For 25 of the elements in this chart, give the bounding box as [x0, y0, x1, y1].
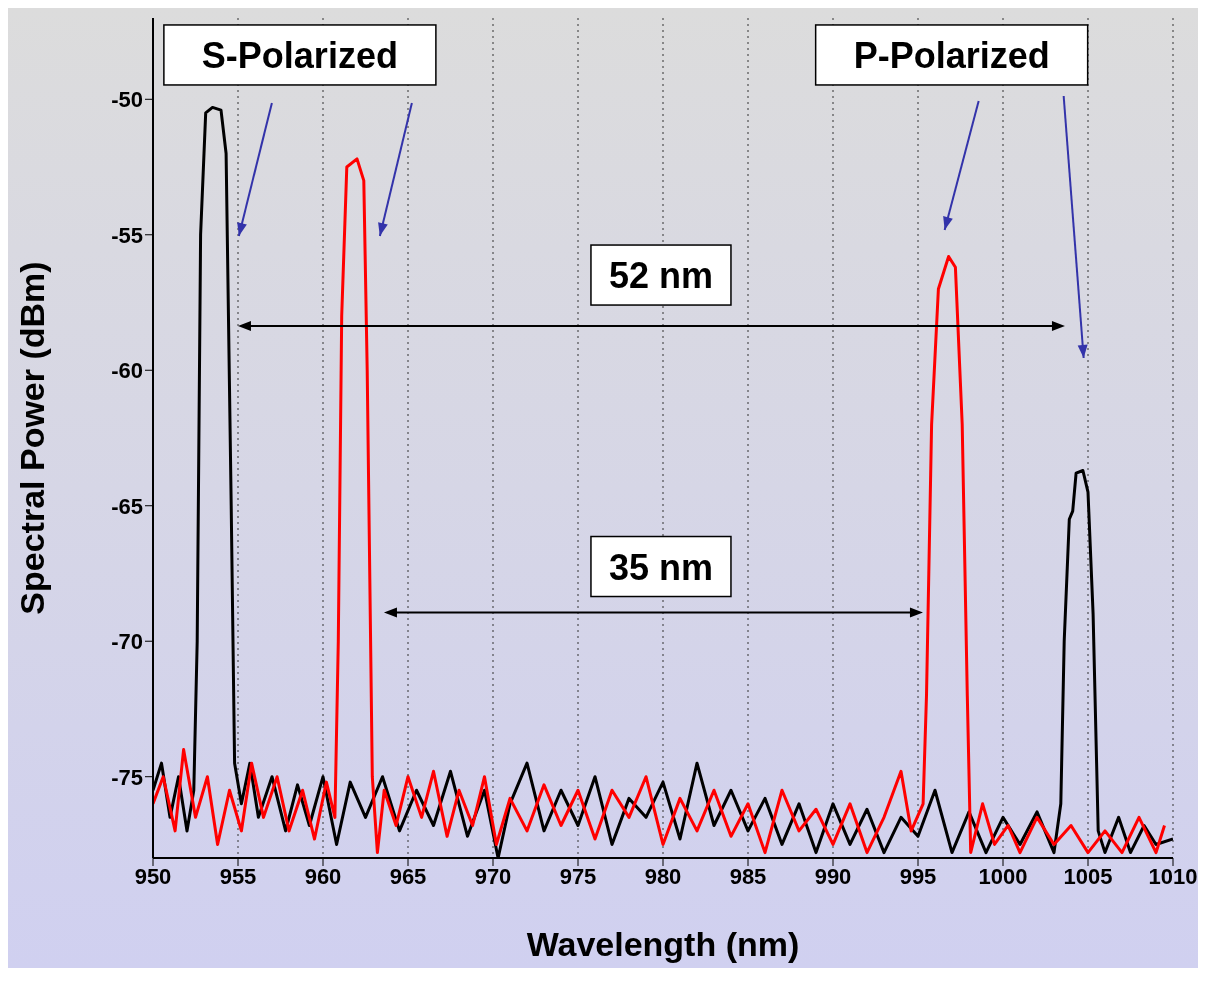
y-tick-label: -55 [111, 222, 143, 248]
y-tick-label: -70 [111, 629, 143, 655]
annotation: 52 nm [608, 255, 713, 297]
annotation: 35 nm [608, 546, 713, 588]
y-axis-title: Spectral Power (dBm) [13, 261, 51, 615]
x-tick-label: 980 [644, 863, 682, 889]
annotation: P-Polarized [853, 34, 1050, 76]
x-tick-label: 960 [304, 863, 342, 889]
x-tick-label: 985 [729, 863, 767, 889]
x-tick-label: 955 [219, 863, 257, 889]
y-tick-label: -75 [111, 764, 143, 790]
x-tick-label: 970 [474, 863, 512, 889]
x-tick-label: 950 [134, 863, 172, 889]
y-tick-label: -50 [111, 87, 143, 113]
x-tick-label: 975 [559, 863, 597, 889]
x-tick-label: 1005 [1063, 863, 1113, 889]
x-tick-label: 990 [814, 863, 852, 889]
x-tick-label: 995 [899, 863, 937, 889]
x-tick-label: 965 [389, 863, 427, 889]
x-tick-label: 1000 [978, 863, 1028, 889]
x-axis-title: Wavelength (nm) [526, 925, 800, 963]
y-tick-label: -65 [111, 493, 143, 519]
y-tick-label: -60 [111, 358, 143, 384]
annotation: S-Polarized [201, 34, 398, 76]
x-tick-label: 1010 [1148, 863, 1198, 889]
